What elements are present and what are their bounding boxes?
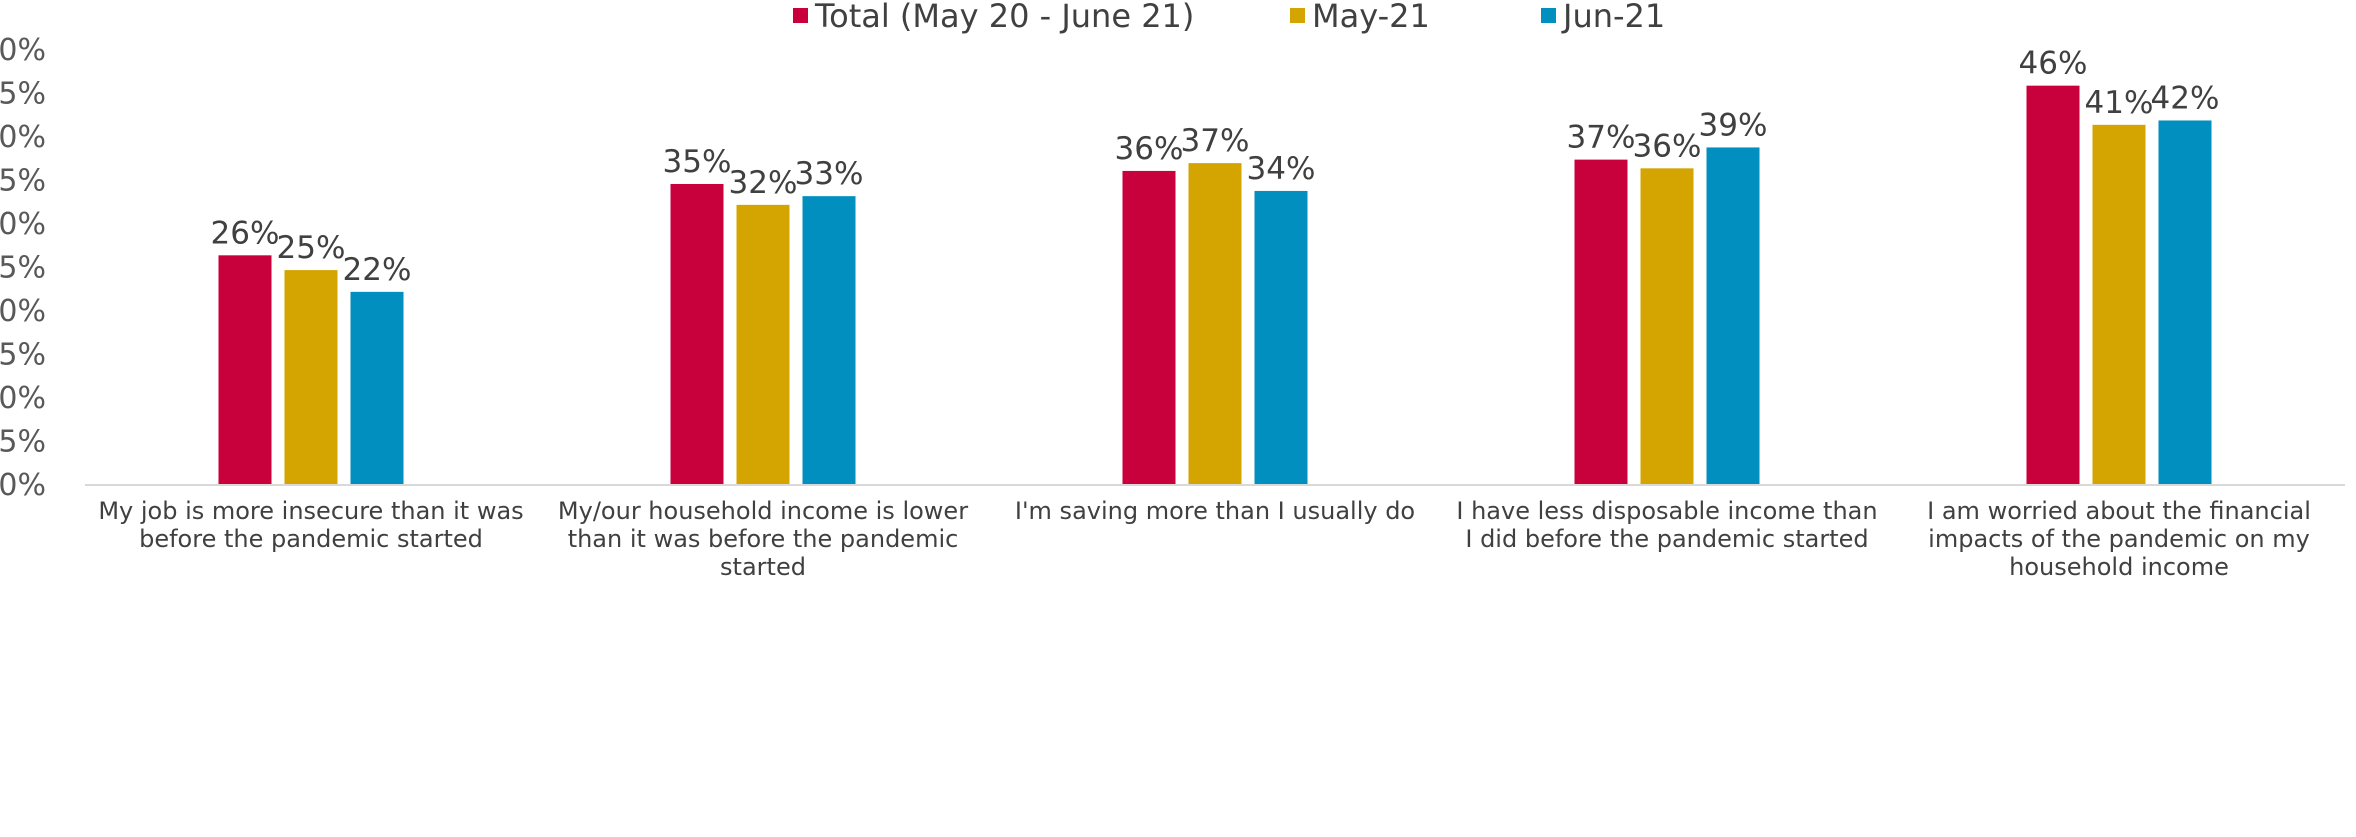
bar xyxy=(350,291,404,485)
bar xyxy=(802,196,856,485)
y-tick-label: 5% xyxy=(0,425,46,460)
bar-value-label: 25% xyxy=(277,230,346,266)
x-category-label: I have less disposable income than I did… xyxy=(1456,497,1878,553)
bar-value-label: 42% xyxy=(2151,80,2220,116)
bar-value-label: 41% xyxy=(2085,85,2154,121)
bar xyxy=(2092,124,2146,485)
bar-value-label: 26% xyxy=(211,215,280,251)
bar xyxy=(670,183,724,486)
y-tick-label: 25% xyxy=(0,251,46,286)
bar-value-label: 36% xyxy=(1115,131,1184,167)
y-tick-label: 50% xyxy=(0,33,46,68)
legend-label: May-21 xyxy=(1312,0,1430,35)
x-category-label: My job is more insecure than it was befo… xyxy=(98,497,524,553)
bar xyxy=(284,270,338,485)
legend-label: Total (May 20 - June 21) xyxy=(814,0,1194,35)
bar-value-label: 35% xyxy=(663,144,732,180)
bar xyxy=(2026,85,2080,486)
legend-swatch xyxy=(1541,8,1556,23)
x-category-label: I'm saving more than I usually do xyxy=(1014,497,1416,525)
bar-value-label: 33% xyxy=(795,156,864,192)
bar xyxy=(1188,163,1242,485)
y-tick-label: 20% xyxy=(0,294,46,329)
y-tick-label: 15% xyxy=(0,338,46,373)
bar xyxy=(1706,147,1760,485)
y-tick-label: 10% xyxy=(0,381,46,416)
y-tick-label: 45% xyxy=(0,77,46,112)
bar xyxy=(1122,170,1176,485)
bar xyxy=(1254,190,1308,485)
y-tick-label: 30% xyxy=(0,207,46,242)
bar xyxy=(1574,159,1628,485)
legend-label: Jun-21 xyxy=(1561,0,1665,35)
x-category-label: I am worried about the financial impacts… xyxy=(1927,497,2311,581)
y-tick-label: 0% xyxy=(0,468,46,503)
bar xyxy=(2158,120,2212,485)
data-labels: 26%25%22%35%32%33%36%37%34%37%36%39%46%4… xyxy=(211,46,2220,288)
bar xyxy=(218,255,272,485)
bar-value-label: 22% xyxy=(343,252,412,288)
bar xyxy=(1640,168,1694,485)
bar xyxy=(736,204,790,486)
y-axis: 0% 5% 10% 15% 20% 25% 30% 35% 40% 45% 50% xyxy=(0,33,46,503)
bar-value-label: 37% xyxy=(1181,123,1250,159)
bar-value-label: 34% xyxy=(1247,151,1316,187)
legend: Total (May 20 - June 21) May-21 Jun-21 xyxy=(793,0,1665,35)
bar-value-label: 36% xyxy=(1633,128,1702,164)
y-tick-label: 40% xyxy=(0,120,46,155)
y-tick-label: 35% xyxy=(0,164,46,199)
bar-value-label: 37% xyxy=(1567,120,1636,156)
x-category-label: My/our household income is lower than it… xyxy=(557,497,969,581)
legend-swatch xyxy=(1290,8,1305,23)
bar-value-label: 39% xyxy=(1699,107,1768,143)
bar-value-label: 32% xyxy=(729,165,798,201)
bar-value-label: 46% xyxy=(2019,46,2088,82)
bars xyxy=(218,85,2212,486)
legend-swatch xyxy=(793,8,808,23)
